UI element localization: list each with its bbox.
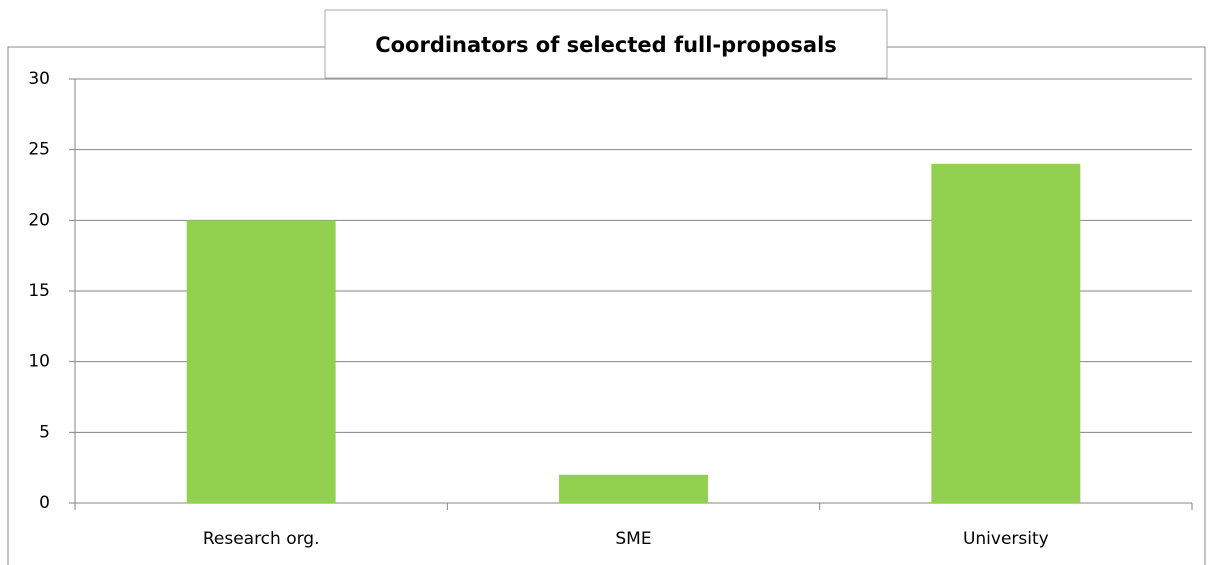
y-tick-label: 10 — [28, 352, 50, 372]
y-tick-label: 25 — [28, 140, 50, 160]
y-tick-label: 5 — [39, 422, 50, 442]
x-tick-label: University — [963, 529, 1049, 549]
title-box — [324, 9, 888, 79]
bar — [931, 163, 1081, 504]
chart-title: Coordinators of selected full-proposals — [375, 33, 837, 57]
x-tick-label: SME — [615, 529, 651, 549]
y-tick-label: 20 — [28, 210, 50, 230]
chart-frame — [7, 46, 1206, 565]
bar — [186, 220, 336, 504]
y-tick-label: 0 — [39, 493, 50, 513]
x-tick-label: Research org. — [203, 529, 320, 549]
y-tick-label: 30 — [28, 69, 50, 89]
y-tick-label: 15 — [28, 281, 50, 301]
bar — [559, 474, 708, 503]
